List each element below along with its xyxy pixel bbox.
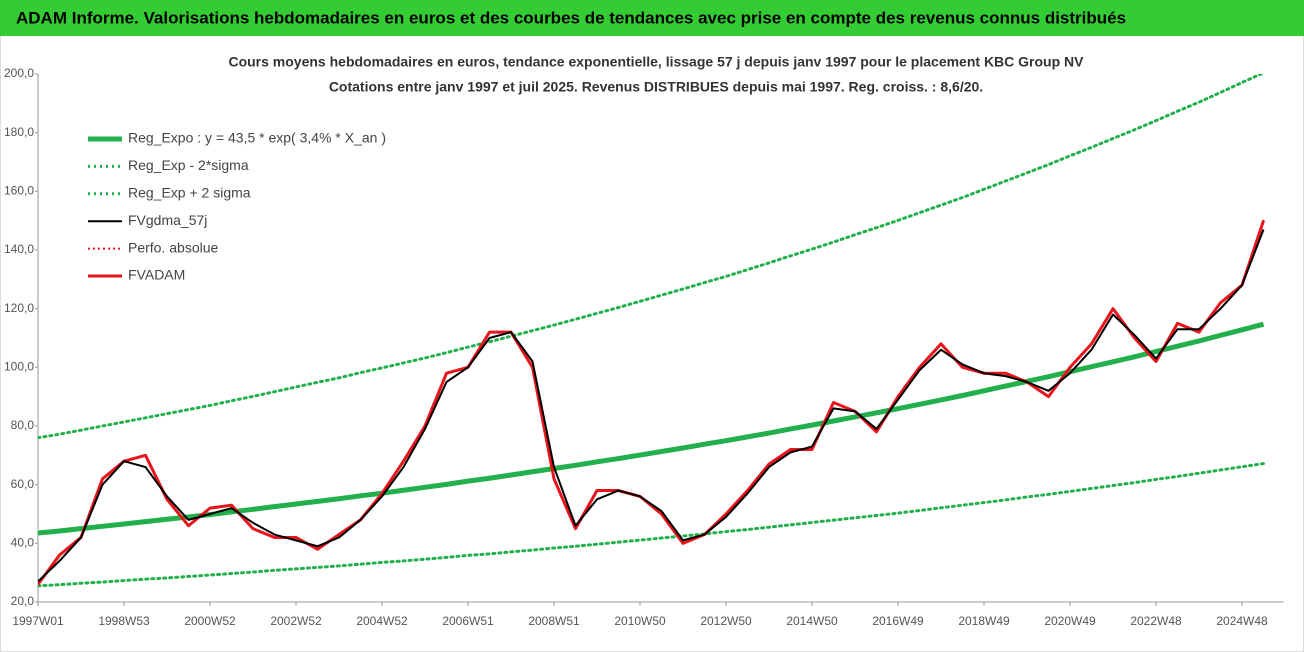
plot-area bbox=[38, 74, 1265, 588]
x-tick-label: 2020W49 bbox=[1044, 614, 1096, 628]
header-bar bbox=[0, 0, 1304, 36]
legend-label: FVADAM bbox=[128, 267, 185, 283]
subtitle: Cotations entre janv 1997 et juil 2025. … bbox=[329, 79, 983, 95]
x-tick-label: 1998W53 bbox=[98, 614, 150, 628]
y-tick-label: 80,0 bbox=[11, 418, 35, 432]
legend-label: Reg_Exp + 2 sigma bbox=[128, 185, 251, 201]
y-tick-label: 200,0 bbox=[4, 66, 34, 80]
x-tick-label: 2022W48 bbox=[1130, 614, 1182, 628]
series-line bbox=[38, 462, 1265, 588]
x-tick-label: 2010W50 bbox=[614, 614, 666, 628]
y-tick-label: 40,0 bbox=[11, 536, 35, 550]
series-line bbox=[38, 321, 1265, 536]
x-tick-label: 2004W52 bbox=[356, 614, 408, 628]
legend-label: Reg_Expo : y = 43,5 * exp( 3,4% * X_an ) bbox=[128, 130, 386, 146]
y-tick-label: 120,0 bbox=[4, 301, 34, 315]
x-tick-label: 2006W51 bbox=[442, 614, 494, 628]
legend-label: FVgdma_57j bbox=[128, 212, 207, 228]
x-tick-label: 2024W48 bbox=[1216, 614, 1268, 628]
legend-label: Perfo. absolue bbox=[128, 239, 218, 255]
x-tick-label: 2000W52 bbox=[184, 614, 236, 628]
chart-title: ADAM Informe. Valorisations hebdomadaire… bbox=[16, 8, 1126, 27]
legend-label: Reg_Exp - 2*sigma bbox=[128, 157, 249, 173]
x-tick-label: 2018W49 bbox=[958, 614, 1010, 628]
x-tick-label: 2016W49 bbox=[872, 614, 924, 628]
subtitle: Cours moyens hebdomadaires en euros, ten… bbox=[228, 54, 1084, 70]
x-tick-label: 2002W52 bbox=[270, 614, 322, 628]
y-tick-label: 140,0 bbox=[4, 242, 34, 256]
y-tick-label: 60,0 bbox=[11, 477, 35, 491]
y-tick-label: 20,0 bbox=[11, 594, 35, 608]
x-tick-label: 2014W50 bbox=[786, 614, 838, 628]
x-tick-label: 1997W01 bbox=[12, 614, 64, 628]
x-tick-label: 2012W50 bbox=[700, 614, 752, 628]
y-tick-label: 180,0 bbox=[4, 125, 34, 139]
y-tick-label: 160,0 bbox=[4, 184, 34, 198]
x-tick-label: 2008W51 bbox=[528, 614, 580, 628]
y-tick-label: 100,0 bbox=[4, 360, 34, 374]
series-line bbox=[38, 229, 1265, 583]
series-line bbox=[38, 74, 1265, 440]
